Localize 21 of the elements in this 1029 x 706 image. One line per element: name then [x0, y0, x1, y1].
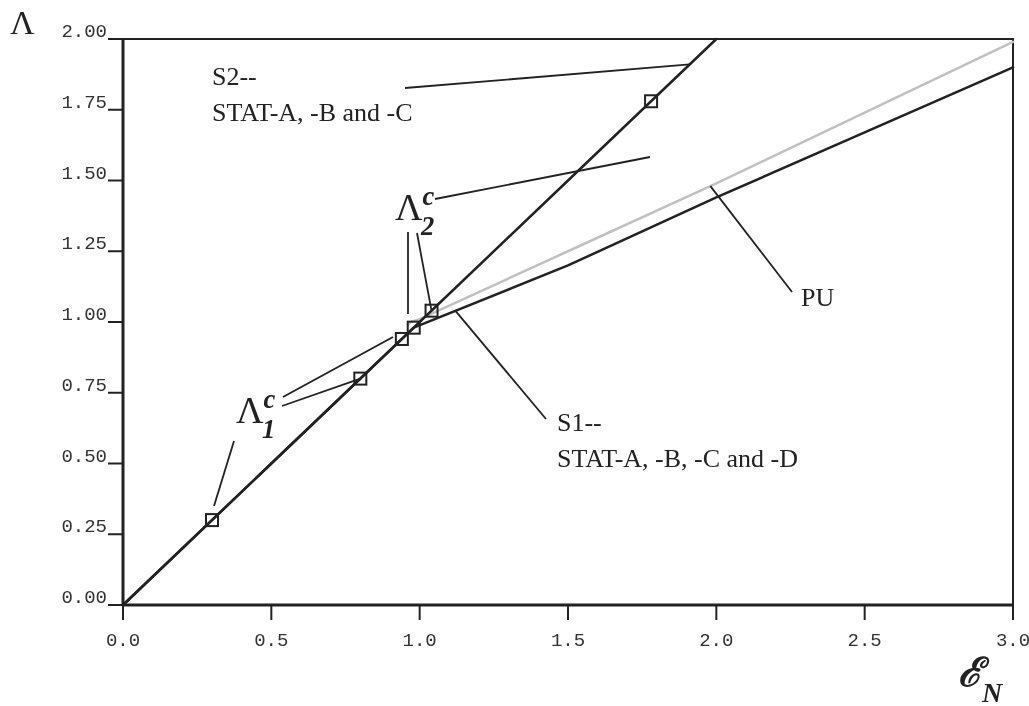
y-tick-label: 0.75 — [61, 374, 107, 397]
y-tick-label: 1.00 — [61, 304, 107, 327]
x-tick-label: 1.0 — [402, 630, 437, 652]
x-tick-label: 0.0 — [105, 630, 141, 652]
y-tick-label: 0.25 — [61, 516, 107, 539]
x-tick-label: 3.0 — [995, 630, 1029, 652]
annotation: PU — [801, 283, 835, 312]
y-axis-title: Λ — [10, 4, 35, 41]
x-tick-label: 2.0 — [699, 630, 734, 652]
y-tick-label: 0.50 — [61, 445, 107, 468]
x-axis-title: ℰ$_{N}$ — [958, 650, 1004, 706]
x-tick-label: 0.5 — [254, 630, 289, 652]
annotation: S1-- STAT-A, -B, -C and -D — [557, 408, 799, 473]
x-tick-label: 1.5 — [550, 630, 586, 652]
y-tick-label: 0.00 — [61, 587, 107, 610]
y-tick-label: 2.00 — [61, 21, 107, 44]
y-tick-label: 1.75 — [61, 91, 107, 114]
annotation: S2-- STAT-A, -B and -C — [212, 62, 413, 127]
y-tick-label: 1.25 — [61, 233, 107, 256]
y-tick-label: 1.50 — [61, 162, 107, 185]
x-tick-label: 2.5 — [847, 630, 882, 652]
